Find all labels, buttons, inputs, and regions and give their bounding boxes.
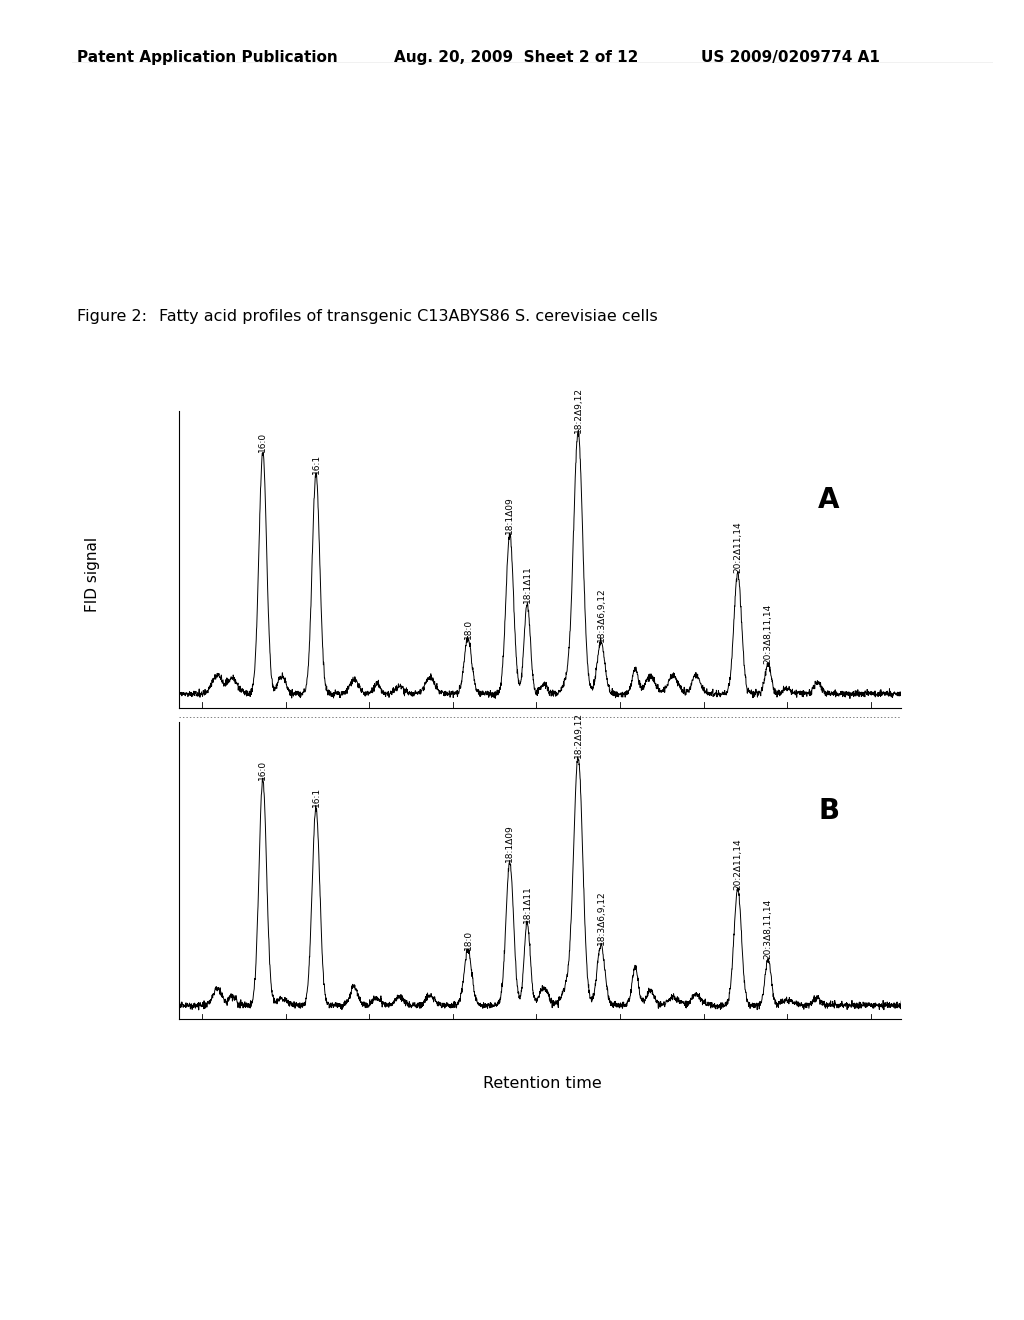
Text: 18:3Δ6,9,12: 18:3Δ6,9,12 xyxy=(596,890,605,945)
Text: 18:2Δ9,12: 18:2Δ9,12 xyxy=(573,387,583,433)
Text: 16:1: 16:1 xyxy=(311,454,321,474)
Text: Figure 2:: Figure 2: xyxy=(77,309,146,323)
Text: Patent Application Publication: Patent Application Publication xyxy=(77,50,338,65)
Text: A: A xyxy=(818,486,840,513)
Text: 16:0: 16:0 xyxy=(258,432,267,451)
Text: US 2009/0209774 A1: US 2009/0209774 A1 xyxy=(701,50,881,65)
Text: Fatty acid profiles of transgenic C13ABYS86 S. cerevisiae cells: Fatty acid profiles of transgenic C13ABY… xyxy=(159,309,657,323)
Text: 20:2Δ11,14: 20:2Δ11,14 xyxy=(733,521,742,573)
Text: 18:1Δ11: 18:1Δ11 xyxy=(522,565,531,603)
Text: 18:1Δ09: 18:1Δ09 xyxy=(505,496,514,535)
Text: 16:1: 16:1 xyxy=(311,787,321,808)
Text: 20:3Δ8,11,14: 20:3Δ8,11,14 xyxy=(764,603,773,664)
Text: Retention time: Retention time xyxy=(483,1076,602,1090)
Text: 18:0: 18:0 xyxy=(464,931,472,950)
Text: B: B xyxy=(818,797,840,825)
Text: 18:2Δ9,12: 18:2Δ9,12 xyxy=(573,711,583,758)
Text: 20:3Δ8,11,14: 20:3Δ8,11,14 xyxy=(764,899,773,958)
Text: 18:1Δ11: 18:1Δ11 xyxy=(522,884,531,923)
Text: Aug. 20, 2009  Sheet 2 of 12: Aug. 20, 2009 Sheet 2 of 12 xyxy=(394,50,639,65)
Text: 20:2Δ11,14: 20:2Δ11,14 xyxy=(733,838,742,890)
Text: FID signal: FID signal xyxy=(85,537,99,611)
Text: 18:0: 18:0 xyxy=(464,619,472,639)
Text: 18:1Δ09: 18:1Δ09 xyxy=(505,825,514,862)
Text: 18:3Δ6,9,12: 18:3Δ6,9,12 xyxy=(596,587,605,642)
Text: 16:0: 16:0 xyxy=(258,760,267,780)
